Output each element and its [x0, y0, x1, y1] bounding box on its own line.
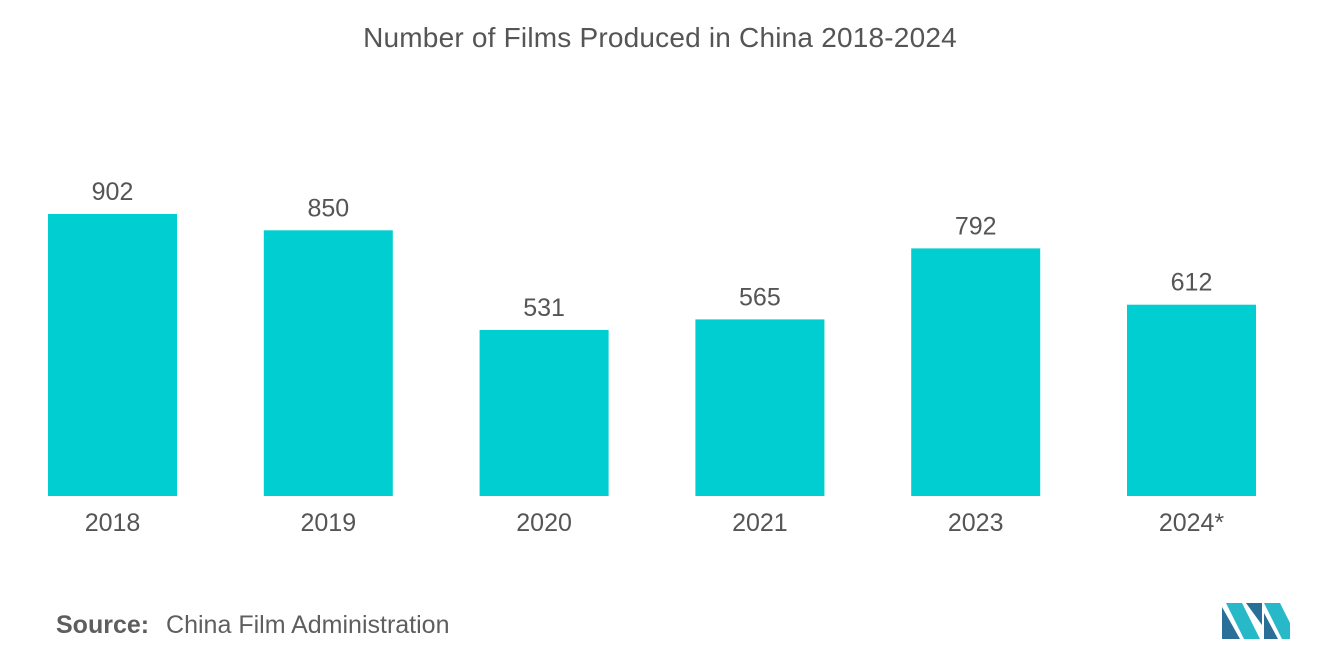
bar-2021: [695, 319, 825, 496]
data-label: 902: [92, 178, 134, 206]
x-tick-label: 2019: [300, 509, 356, 537]
data-label: 792: [955, 212, 997, 240]
source-note: Source: China Film Administration: [56, 611, 449, 640]
bar-2020: [479, 330, 609, 496]
bar-2023: [911, 248, 1041, 496]
data-label: 850: [307, 194, 349, 222]
chart-title: Number of Films Produced in China 2018-2…: [363, 22, 957, 53]
x-tick-label: 2018: [85, 509, 141, 537]
bar-2018: [48, 214, 177, 496]
mordor-intelligence-logo-icon: [1222, 603, 1290, 639]
source-text: China Film Administration: [166, 611, 450, 639]
x-tick-label: 2024*: [1159, 509, 1225, 537]
x-tick-label: 2023: [948, 509, 1004, 537]
x-tick-label: 2020: [516, 509, 572, 537]
data-label: 531: [523, 294, 565, 322]
data-label: 565: [739, 283, 781, 311]
bar-2019: [263, 230, 393, 497]
x-tick-label: 2021: [732, 509, 788, 537]
bar-2024-est: [1127, 304, 1256, 496]
source-label: Source:: [56, 611, 150, 639]
data-label: 612: [1171, 269, 1213, 297]
